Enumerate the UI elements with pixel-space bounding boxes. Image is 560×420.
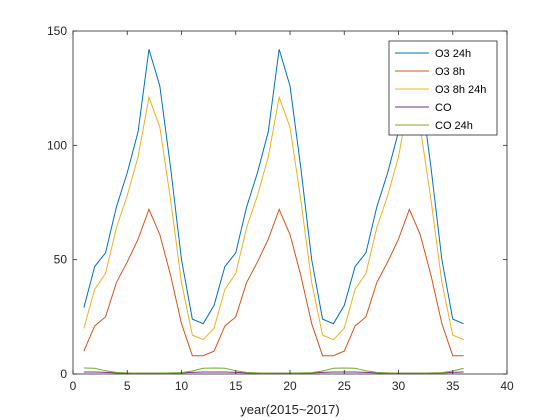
y-tick-label: 0: [60, 367, 67, 381]
x-tick-label: 20: [283, 379, 297, 393]
x-tick-label: 40: [500, 379, 514, 393]
legend: O3 24h O3 8h O3 8h 24h CO CO 24h: [388, 40, 498, 136]
y-tick-label: 150: [47, 24, 67, 38]
x-tick-label: 35: [446, 379, 460, 393]
x-tick-label: 10: [175, 379, 189, 393]
watermark-text: CSDN @简简单单做算法: [397, 392, 542, 408]
ticks-layer: 0 5 10 15 20 25 30 35 40 0 50 100 150: [47, 24, 514, 393]
legend-entry-label: O3 8h 24h: [435, 84, 486, 96]
x-tick-label: 30: [392, 379, 406, 393]
legend-entry-label: CO: [435, 102, 452, 114]
series-line-co-24h: [83, 367, 464, 374]
x-tick-label: 5: [124, 379, 131, 393]
legend-entry-label: CO 24h: [435, 120, 473, 132]
x-tick-label: 0: [70, 379, 77, 393]
y-tick-label: 50: [54, 253, 68, 267]
series-line-o3-8h: [83, 208, 464, 357]
series-line-o3-8h-24h: [83, 95, 464, 341]
x-tick-label: 25: [338, 379, 352, 393]
legend-entry-label: O3 8h: [435, 66, 465, 78]
y-tick-label: 100: [47, 138, 67, 152]
x-axis-label: year(2015~2017): [240, 402, 339, 417]
x-tick-label: 15: [229, 379, 243, 393]
legend-entry-label: O3 24h: [435, 48, 471, 60]
legend-box: [388, 40, 498, 136]
